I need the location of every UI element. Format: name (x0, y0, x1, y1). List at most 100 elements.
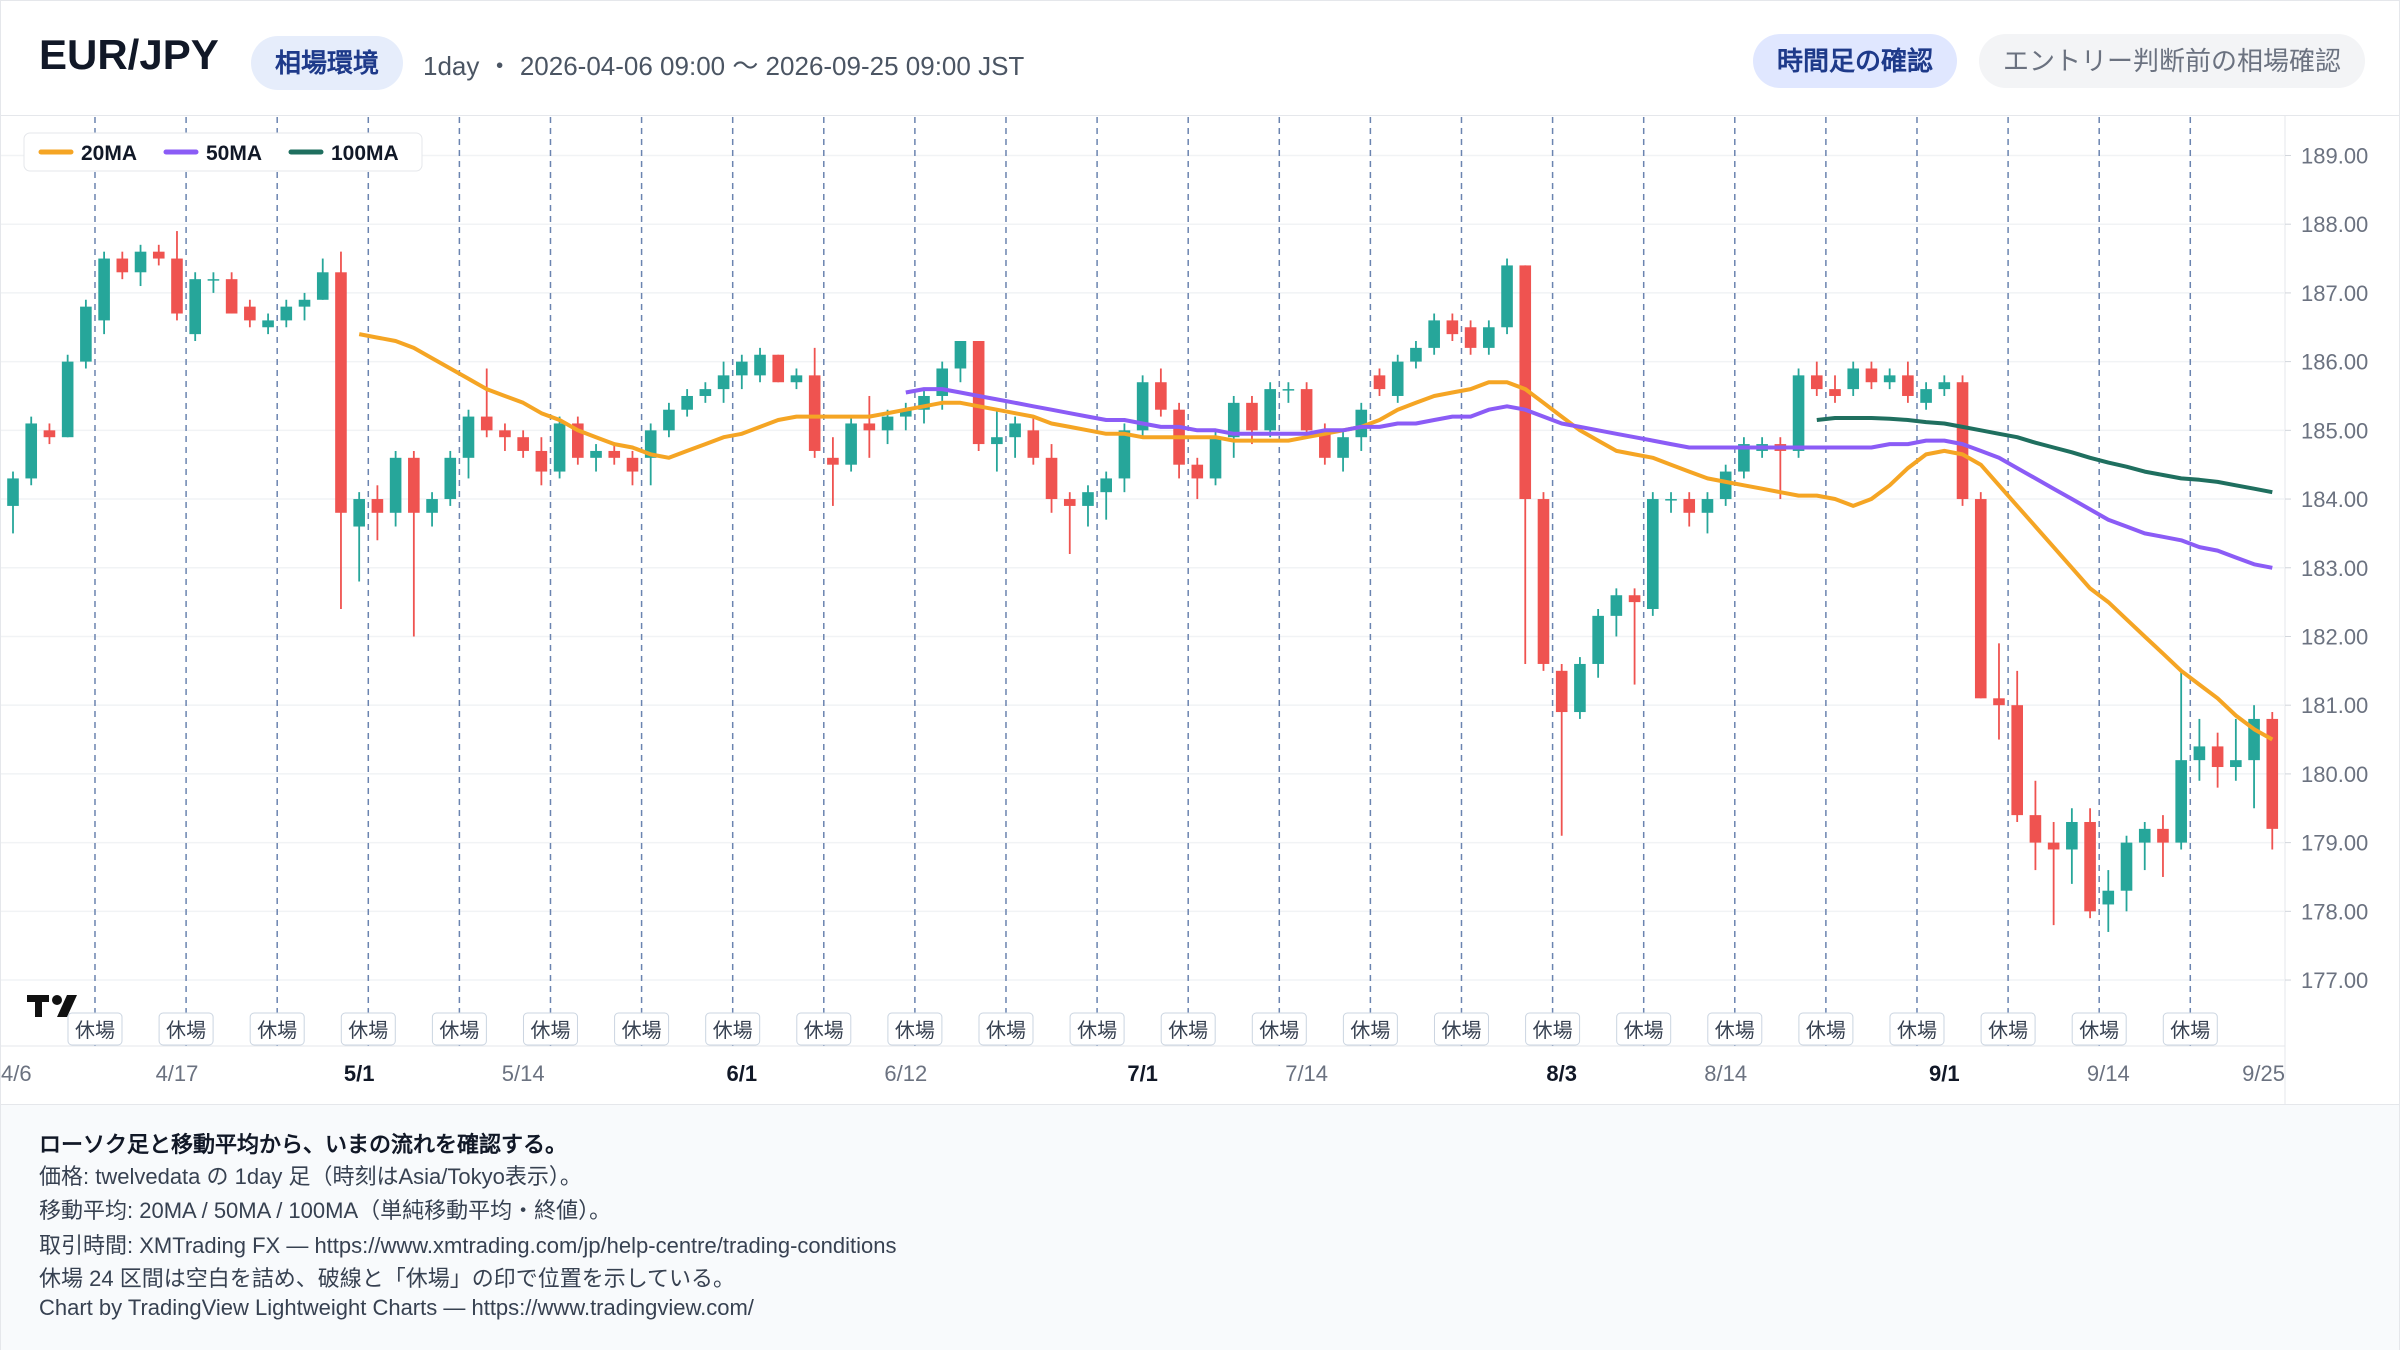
candle-body (535, 450, 548, 472)
y-tick-label: 183.00 (2301, 556, 2368, 581)
closure-label: 休場 (257, 1019, 297, 1042)
closure-box (1798, 1012, 1854, 1046)
candle-body (1555, 670, 1568, 713)
x-tick-label: 9/1 (1929, 1061, 1960, 1086)
candle-body (1464, 327, 1477, 348)
candle-body (1446, 320, 1459, 335)
candle-body (25, 423, 38, 479)
ma-line (358, 332, 2274, 742)
candle-body (1045, 457, 1058, 500)
closure-box (796, 1012, 852, 1046)
candle-body (2066, 821, 2078, 850)
candle-body (1483, 327, 1495, 348)
candles (7, 231, 2279, 932)
candle-body (790, 375, 803, 383)
candle-body (1829, 389, 1841, 396)
y-tick-label: 177.00 (2301, 968, 2368, 993)
y-tick-label: 179.00 (2301, 831, 2368, 856)
candle-body (371, 499, 384, 513)
closure-label: 休場 (1624, 1019, 1664, 1042)
candle-body (1300, 389, 1313, 431)
candle-body (1537, 499, 1550, 664)
candle-body (1865, 368, 1878, 383)
closure-box (431, 1012, 487, 1046)
candle-body (1082, 492, 1094, 506)
footer-line: 移動平均: 20MA / 50MA / 100MA（単純移動平均・終値）。 (39, 1198, 612, 1223)
y-tick-label: 187.00 (2301, 281, 2368, 306)
x-tick-label: 8/14 (1704, 1061, 1747, 1086)
candle-body (663, 409, 675, 431)
candle-body (2175, 760, 2187, 843)
candle-body (553, 423, 566, 472)
closure-label: 休場 (2079, 1019, 2119, 1042)
closure-box (978, 1012, 1034, 1046)
closure-label: 休場 (2170, 1019, 2210, 1042)
candle-body (408, 457, 420, 513)
closure-box (1069, 1012, 1125, 1046)
candle-body (754, 354, 766, 376)
candle-body (2193, 746, 2206, 761)
closure-label: 休場 (439, 1019, 479, 1042)
legend-label: 50MA (206, 142, 262, 165)
candle-body (171, 258, 183, 314)
candle-body (462, 416, 475, 458)
candle-body (1100, 478, 1112, 493)
candle-body (2248, 718, 2260, 761)
candle-body (1155, 382, 1167, 410)
candle-body (681, 395, 693, 410)
tv-logo (27, 995, 77, 1017)
candle-body (1956, 382, 1969, 500)
closure-box (1889, 1012, 1945, 1046)
closure-label: 休場 (1168, 1019, 1208, 1042)
candle-body (1810, 375, 1823, 390)
candle-body (590, 450, 602, 458)
candle-body (1792, 375, 1805, 451)
x-tick-label: 5/1 (344, 1061, 375, 1086)
candle-body (335, 272, 347, 513)
candle-body (1683, 499, 1696, 513)
y-tick-label: 181.00 (2301, 693, 2368, 718)
closure-box (67, 1012, 123, 1046)
legend-box (23, 132, 423, 172)
legend-label: 20MA (81, 142, 137, 165)
closure-label: 休場 (713, 1019, 753, 1042)
candle-body (298, 299, 311, 307)
candle-body (1574, 663, 1586, 713)
candle-body (98, 258, 110, 321)
candle-body (2211, 746, 2224, 768)
candle-body (2157, 828, 2169, 843)
candle-body (1227, 402, 1240, 438)
header: EUR/JPY 相場環境 1day ・ 2026-04-06 09:00 〜 2… (1, 1, 2399, 116)
context-badge: 相場環境 (251, 36, 404, 90)
x-tick-label: 7/1 (1127, 1061, 1158, 1086)
candle-body (152, 251, 165, 259)
x-tick-label: 9/14 (2087, 1061, 2130, 1086)
timeframe-button[interactable]: 時間足の確認 (1753, 34, 1958, 88)
footer-line: 価格: twelvedata の 1day 足（時刻はAsia/Tokyo表示）… (39, 1164, 582, 1189)
candle-body (608, 450, 621, 458)
closure-label: 休場 (895, 1019, 935, 1042)
y-tick-label: 188.00 (2301, 212, 2368, 237)
closure-box (1160, 1012, 1216, 1046)
closure-box (249, 1012, 305, 1046)
x-tick-label: 6/12 (884, 1061, 927, 1086)
candle-body (61, 361, 74, 438)
candle-body (1209, 437, 1222, 479)
candle-body (1264, 389, 1276, 431)
candle-body (1738, 444, 1750, 472)
candle-body (1118, 430, 1131, 479)
candle-body (1191, 464, 1204, 479)
entry-check-button[interactable]: エントリー判断前の相場確認 (1979, 34, 2366, 88)
candle-body (2138, 828, 2151, 843)
closure-label: 休場 (1441, 1019, 1481, 1042)
candle-body (189, 279, 201, 335)
y-tick-label: 178.00 (2301, 899, 2368, 924)
candle-body (736, 361, 748, 376)
candle-body (827, 457, 839, 465)
closure-label: 休場 (1077, 1019, 1117, 1042)
footer: ローソク足と移動平均から、いまの流れを確認する。 価格: twelvedata の… (1, 1104, 2399, 1350)
candle-body (480, 416, 493, 431)
legend: 20MA 50MA 100MA (23, 132, 423, 172)
candle-body (389, 457, 402, 513)
closure-box (1433, 1012, 1489, 1046)
